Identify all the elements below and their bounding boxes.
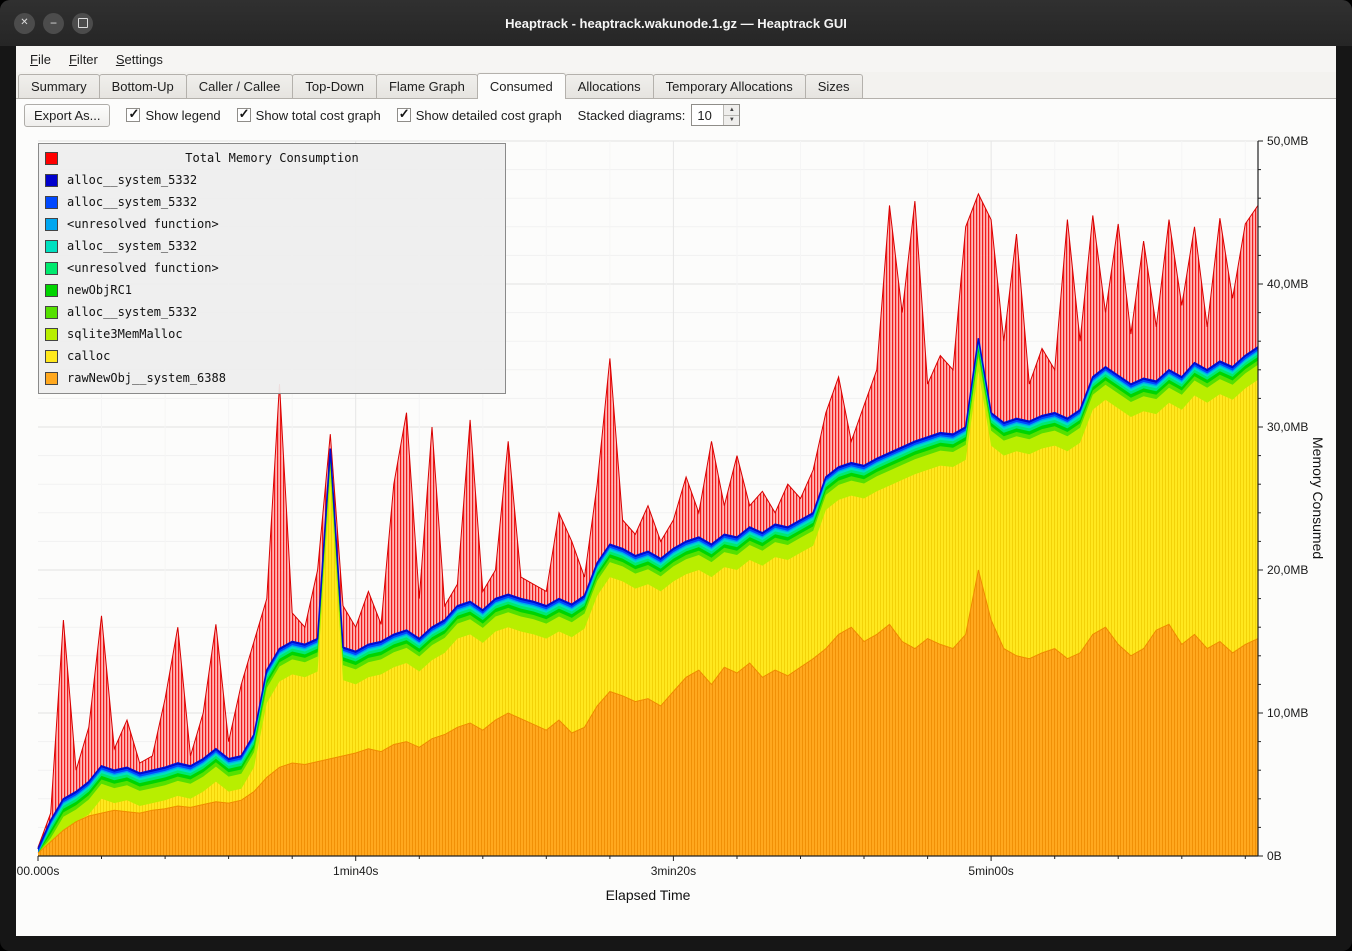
minimize-icon: − — [49, 16, 57, 30]
legend-title-row: Total Memory Consumption — [39, 147, 505, 169]
tab-allocations[interactable]: Allocations — [564, 74, 654, 98]
tab-flame-graph[interactable]: Flame Graph — [375, 74, 478, 98]
checkbox-label: Show detailed cost graph — [415, 107, 562, 123]
svg-text:10,0MB: 10,0MB — [1267, 706, 1308, 720]
svg-text:5min00s: 5min00s — [968, 864, 1013, 878]
tabbar: Summary Bottom-Up Caller / Callee Top-Do… — [16, 72, 1336, 99]
stacked-diagrams-control: Stacked diagrams: 10 ▲ ▼ — [578, 104, 741, 126]
legend-item: <unresolved function> — [39, 257, 505, 279]
close-button[interactable]: ✕ — [14, 12, 35, 34]
checkbox-icon — [396, 106, 411, 122]
minimize-button[interactable]: − — [43, 12, 64, 34]
tab-sizes[interactable]: Sizes — [804, 74, 863, 98]
svg-text:30,0MB: 30,0MB — [1267, 420, 1308, 434]
tab-top-down[interactable]: Top-Down — [292, 74, 377, 98]
svg-text:00.000s: 00.000s — [17, 864, 60, 878]
stacked-diagrams-label: Stacked diagrams: — [577, 107, 686, 123]
close-icon: ✕ — [20, 17, 29, 28]
checkbox-label: Show legend — [145, 107, 221, 123]
legend-item: alloc__system_5332 — [39, 235, 505, 257]
maximize-icon — [77, 18, 88, 28]
svg-text:3min20s: 3min20s — [651, 864, 696, 878]
tab-consumed[interactable]: Consumed — [476, 73, 566, 99]
legend-item: calloc — [39, 345, 505, 367]
legend-item: rawNewObj__system_6388 — [39, 367, 505, 389]
legend-item: alloc__system_5332 — [39, 301, 505, 323]
legend-item: newObjRC1 — [39, 279, 505, 301]
menubar: File Filter Settings — [16, 46, 1336, 72]
checkbox-label: Show total cost graph — [255, 107, 381, 123]
svg-text:1min40s: 1min40s — [333, 864, 378, 878]
toolbar: Export As... Show legend Show total cost… — [16, 99, 1336, 129]
checkbox-icon — [126, 106, 141, 122]
legend-item: alloc__system_5332 — [39, 169, 505, 191]
series-stack-9 — [38, 570, 1258, 856]
tab-caller-callee[interactable]: Caller / Callee — [185, 74, 294, 98]
titlebar[interactable]: ✕ − Heaptrack - heaptrack.wakunode.1.gz … — [0, 0, 1352, 46]
tab-bottom-up[interactable]: Bottom-Up — [98, 74, 187, 98]
svg-text:20,0MB: 20,0MB — [1267, 563, 1308, 577]
tab-temporary-allocations[interactable]: Temporary Allocations — [652, 74, 806, 98]
tab-summary[interactable]: Summary — [18, 74, 100, 98]
checkbox-show-detailed-cost-graph[interactable]: Show detailed cost graph — [396, 106, 562, 123]
y-axis-title: Memory Consumed — [1310, 437, 1326, 560]
legend-swatch — [45, 305, 58, 319]
legend-swatch — [45, 349, 58, 363]
legend-swatch — [45, 173, 58, 187]
export-as-button[interactable]: Export As... — [24, 103, 111, 127]
x-axis-title: Elapsed Time — [605, 887, 691, 903]
legend-swatch — [45, 371, 58, 385]
checkbox-show-legend[interactable]: Show legend — [126, 106, 221, 123]
legend-swatch — [45, 195, 58, 209]
menu-file[interactable]: File — [30, 51, 51, 67]
spin-up-icon[interactable]: ▲ — [724, 105, 740, 116]
stacked-diagrams-spinbox[interactable]: 10 ▲ ▼ — [691, 104, 741, 126]
legend-item: alloc__system_5332 — [39, 191, 505, 213]
series-orange-top-line — [37, 569, 1259, 854]
maximize-button[interactable] — [72, 12, 93, 34]
legend-swatch — [45, 217, 58, 231]
legend-item: <unresolved function> — [39, 213, 505, 235]
memory-chart[interactable]: 00.000s 1min40s 3min20s 5min00s 0B 10,0MB 20,0… — [16, 129, 1336, 941]
main-content: File Filter Settings Summary Bottom-Up C… — [16, 46, 1336, 936]
window-title: Heaptrack - heaptrack.wakunode.1.gz — He… — [505, 15, 847, 31]
checkbox-icon — [236, 106, 251, 122]
svg-text:50,0MB: 50,0MB — [1267, 134, 1308, 148]
legend-swatch — [45, 239, 58, 253]
legend-swatch — [45, 151, 58, 165]
legend-item: sqlite3MemMalloc — [39, 323, 505, 345]
svg-text:0B: 0B — [1267, 849, 1282, 863]
chart-area: 00.000s 1min40s 3min20s 5min00s 0B 10,0MB 20,0… — [16, 129, 1336, 936]
legend-title: Total Memory Consumption — [185, 151, 359, 165]
series-total-line — [37, 192, 1259, 848]
series-detailed-top-line — [37, 338, 1259, 850]
menu-filter[interactable]: Filter — [68, 51, 98, 67]
window-controls: ✕ − — [14, 0, 93, 46]
legend-swatch — [45, 327, 58, 341]
legend-swatch — [45, 283, 58, 297]
checkbox-show-total-cost-graph[interactable]: Show total cost graph — [236, 106, 381, 123]
legend-swatch — [45, 261, 58, 275]
spin-down-icon[interactable]: ▼ — [724, 115, 740, 125]
menu-settings[interactable]: Settings — [115, 51, 163, 67]
chart-legend: Total Memory Consumption alloc__system_5… — [38, 143, 506, 394]
spinbox-value[interactable]: 10 — [697, 107, 712, 123]
svg-text:40,0MB: 40,0MB — [1267, 277, 1308, 291]
